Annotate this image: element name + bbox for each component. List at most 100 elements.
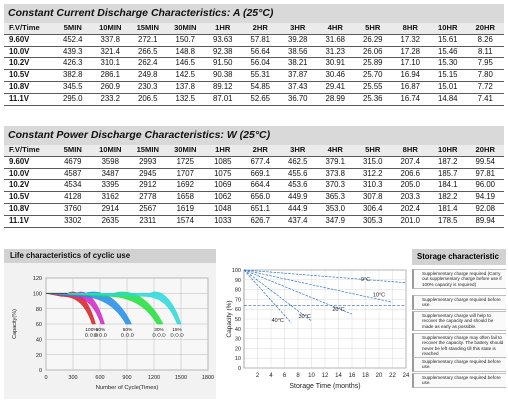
table-cell: 1707: [166, 168, 204, 181]
storage-y-tick-label: 70: [235, 297, 241, 303]
table-cell: 379.1: [316, 156, 354, 169]
column-header: 3HR: [279, 23, 317, 35]
table-cell: 96.00: [466, 179, 504, 193]
life-characteristics-title: Life characteristics of cyclic use: [4, 249, 216, 263]
table-cell: 345.5: [54, 81, 92, 94]
table-cell: 93.63: [204, 34, 242, 47]
table-header-row: F.V/Time 5MIN 10MIN 15MIN 30MIN 1HR 2HR 3HR 4HR 5…: [4, 145, 504, 157]
life-series-label: D.O.D: [85, 333, 99, 339]
life-y-tick-label: 100: [33, 292, 42, 298]
life-y-tick-label: 120: [33, 276, 42, 282]
storage-y-tick-label: 20: [235, 346, 241, 352]
storage-series-label: 20°C: [332, 307, 344, 313]
life-series-label: 15%: [172, 327, 182, 333]
table-cell: 203.3: [391, 191, 429, 204]
table-cell: 307.8: [354, 191, 392, 204]
table-cell: 3395: [91, 179, 129, 193]
table-cell: 15.30: [429, 57, 467, 71]
table-cell: 202.4: [391, 203, 429, 216]
table-cell: 444.9: [279, 203, 317, 216]
table-cell: 3302: [54, 215, 92, 228]
column-header: F.V/Time: [4, 23, 54, 35]
table-row: 10.5V 4128 3162 2778 1658 1062 656.0 449.9 365.3…: [4, 191, 504, 204]
row-voltage-label: 10.0V: [4, 46, 54, 59]
table-cell: 206.6: [391, 168, 429, 181]
table-cell: 182.2: [429, 191, 467, 204]
storage-x-tick-label: 22: [389, 373, 396, 379]
table-cell: 137.8: [166, 81, 204, 94]
storage-legend-item: Supplementary charge required before use…: [412, 373, 506, 388]
table-cell: 4587: [54, 168, 92, 181]
table-row: 10.8V 3760 2914 2567 1619 1048 651.1 444.9 353.0…: [4, 203, 504, 216]
storage-legend-item: Supplementary charge required before use…: [412, 357, 506, 372]
table-cell: 2993: [129, 156, 167, 169]
table-cell: 178.5: [429, 215, 467, 228]
column-header: 1HR: [204, 145, 242, 157]
table-cell: 91.50: [204, 57, 242, 71]
table-cell: 262.4: [129, 57, 167, 71]
storage-series-line: [243, 269, 407, 284]
life-y-tick-label: 20: [36, 353, 42, 359]
table-cell: 97.81: [466, 168, 504, 181]
constant-power-table: F.V/Time 5MIN 10MIN 15MIN 30MIN 1HR 2HR 3HR 4HR 5…: [4, 145, 504, 228]
table-cell: 426.3: [54, 57, 92, 71]
table-cell: 1062: [204, 191, 242, 204]
column-header: 8HR: [391, 145, 429, 157]
table-row: 10.0V 4587 3487 2945 1707 1075 669.1 455.6 373.8…: [4, 168, 504, 181]
table-cell: 25.36: [354, 93, 392, 106]
row-voltage-label: 11.1V: [4, 93, 54, 106]
row-voltage-label: 10.0V: [4, 168, 54, 181]
storage-y-tick-label: 80: [235, 288, 241, 294]
table-cell: 38.21: [279, 57, 317, 71]
life-x-tick-label: 0: [44, 375, 47, 381]
table-cell: 455.6: [279, 168, 317, 181]
table-cell: 7.95: [466, 57, 504, 71]
storage-characteristic-title: Storage characteristic: [412, 249, 506, 265]
life-y-tick-label: 60: [36, 322, 42, 328]
constant-current-title: Constant Current Discharge Characteristi…: [4, 4, 504, 23]
storage-legend-item: Supplementary charge required before use…: [412, 295, 506, 310]
table-cell: 89.12: [204, 81, 242, 94]
table-cell: 52.65: [241, 93, 279, 106]
table-cell: 37.43: [279, 81, 317, 94]
table-row: 10.2V 4534 3395 2912 1692 1069 664.4 453.6 370.3…: [4, 179, 504, 193]
storage-x-tick-label: 20: [376, 373, 383, 379]
table-cell: 306.4: [354, 203, 392, 216]
table-cell: 272.1: [129, 34, 167, 47]
life-series-label: 80%: [96, 327, 106, 333]
storage-series-line: [243, 269, 292, 324]
table-cell: 2912: [129, 179, 167, 193]
table-cell: 2567: [129, 203, 167, 216]
table-cell: 462.5: [279, 156, 317, 169]
table-cell: 15.46: [429, 46, 467, 59]
table-cell: 1048: [204, 203, 242, 216]
table-cell: 1658: [166, 191, 204, 204]
life-series-label: D.O.D: [170, 333, 184, 339]
column-header: 8HR: [391, 23, 429, 35]
column-header: 20HR: [466, 23, 504, 35]
column-header: 10MIN: [91, 145, 129, 157]
table-cell: 1069: [204, 179, 242, 193]
table-cell: 1085: [204, 156, 242, 169]
storage-series-label: 10°C: [373, 292, 385, 298]
table-cell: 310.1: [91, 57, 129, 71]
life-x-tick-label: 900: [122, 375, 131, 381]
life-y-tick-label: 40: [36, 338, 42, 344]
life-series-label: D.O.D: [121, 333, 135, 339]
constant-current-table: F.V/Time 5MIN 10MIN 15MIN 30MIN 1HR 2HR 3HR 4HR 5…: [4, 23, 504, 106]
table-row: 11.1V 295.0 233.2 206.5 132.5 87.01 52.65 36.70…: [4, 93, 504, 106]
table-cell: 1574: [166, 215, 204, 228]
row-voltage-label: 9.60V: [4, 34, 54, 47]
storage-x-axis-label: Storage Time (months): [289, 383, 360, 390]
table-cell: 36.70: [279, 93, 317, 106]
table-cell: 90.38: [204, 69, 242, 82]
table-cell: 651.1: [241, 203, 279, 216]
table-cell: 2778: [129, 191, 167, 204]
table-cell: 15.61: [429, 34, 467, 47]
table-cell: 37.87: [279, 69, 317, 82]
storage-x-tick-label: 16: [349, 373, 356, 379]
table-cell: 28.99: [316, 93, 354, 106]
table-cell: 321.4: [91, 46, 129, 59]
table-row: 9.60V 452.4 337.8 272.1 150.7 93.63 57.81 39.28…: [4, 34, 504, 47]
